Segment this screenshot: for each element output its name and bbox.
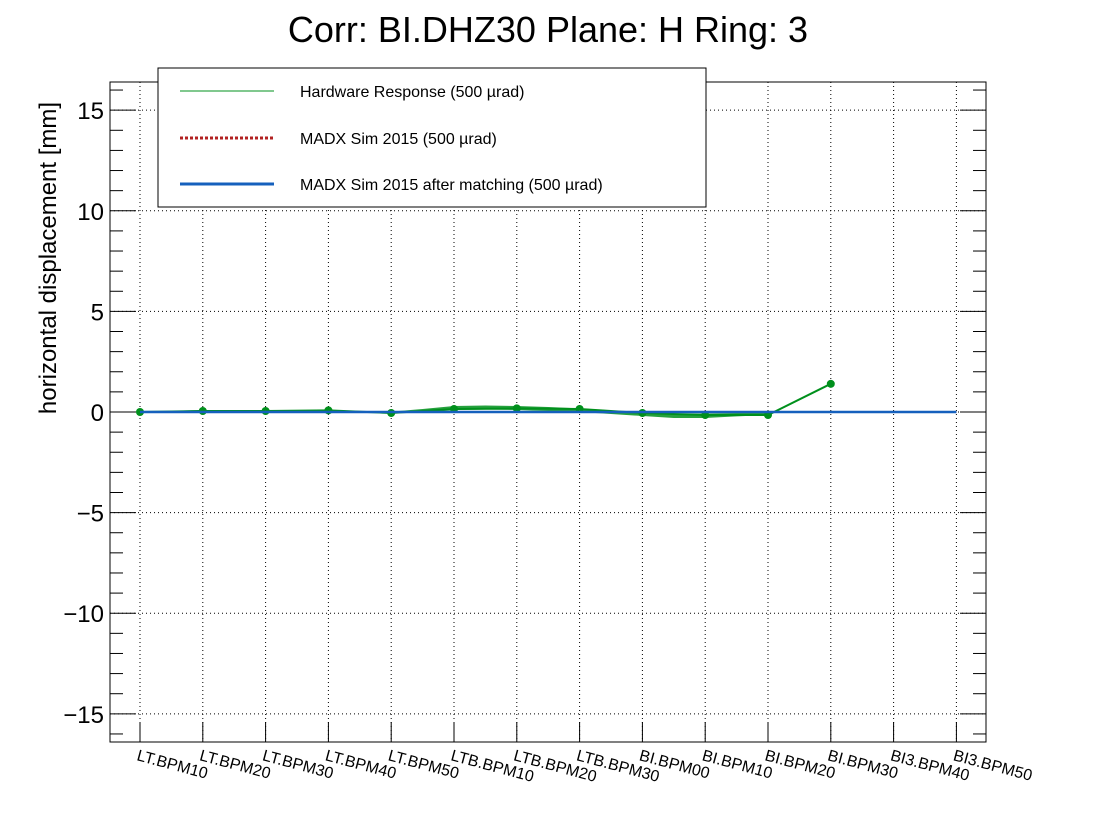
- y-tick-label: −10: [63, 601, 104, 628]
- y-tick-label: −15: [63, 702, 104, 729]
- chart-title: Corr: BI.DHZ30 Plane: H Ring: 3: [288, 9, 808, 50]
- x-tick-label: LT.BPM20: [198, 747, 273, 782]
- x-tick-label: LT.BPM50: [386, 747, 461, 782]
- series-layer: [136, 379, 957, 420]
- y-axis-title: horizontal displacement [mm]: [35, 102, 62, 414]
- x-tick-label: BI.BPM30: [826, 747, 900, 782]
- series-line: [139, 382, 832, 417]
- y-tick-label: 0: [91, 400, 104, 427]
- x-tick-label: BI.BPM10: [700, 747, 774, 782]
- x-tick-label: LT.BPM30: [261, 747, 336, 782]
- y-tick-label: 15: [77, 98, 104, 125]
- legend-label-0: Hardware Response (500 µrad): [300, 84, 524, 101]
- x-tick-label: LT.BPM10: [135, 747, 210, 782]
- x-tick-label: LT.BPM40: [323, 747, 398, 782]
- data-point: [826, 379, 835, 388]
- y-tick-label: −5: [77, 501, 104, 528]
- y-tick-label: 10: [77, 199, 104, 226]
- x-tick-label: BI.BPM20: [763, 747, 837, 782]
- legend-label-1: MADX Sim 2015 (500 µrad): [300, 131, 497, 148]
- y-tick-label: 5: [91, 299, 104, 326]
- legend: Hardware Response (500 µrad) MADX Sim 201…: [157, 67, 707, 208]
- data-point: [512, 404, 521, 413]
- legend-label-2: MADX Sim 2015 after matching (500 µrad): [300, 177, 603, 194]
